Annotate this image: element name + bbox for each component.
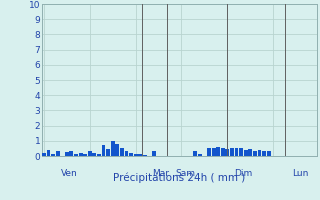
- Bar: [230, 148, 234, 156]
- Bar: [235, 148, 238, 156]
- Bar: [106, 149, 110, 156]
- Bar: [92, 153, 96, 156]
- Bar: [51, 154, 55, 156]
- Bar: [42, 153, 46, 156]
- Bar: [101, 145, 106, 156]
- Bar: [207, 148, 211, 156]
- Bar: [88, 151, 92, 156]
- X-axis label: Précipitations 24h ( mm ): Précipitations 24h ( mm ): [113, 173, 245, 183]
- Bar: [97, 154, 101, 156]
- Bar: [239, 148, 243, 156]
- Bar: [120, 148, 124, 156]
- Bar: [248, 149, 252, 156]
- Bar: [244, 150, 248, 156]
- Text: Mar: Mar: [152, 169, 169, 178]
- Bar: [124, 151, 128, 156]
- Bar: [216, 147, 220, 156]
- Bar: [212, 148, 216, 156]
- Text: Ven: Ven: [61, 169, 78, 178]
- Bar: [134, 154, 138, 156]
- Bar: [74, 154, 78, 156]
- Bar: [221, 148, 225, 156]
- Bar: [262, 151, 266, 156]
- Bar: [83, 154, 87, 156]
- Bar: [129, 153, 133, 156]
- Bar: [69, 151, 73, 156]
- Text: Sam: Sam: [175, 169, 195, 178]
- Bar: [143, 155, 147, 156]
- Bar: [225, 149, 229, 156]
- Bar: [253, 151, 257, 156]
- Bar: [198, 154, 202, 156]
- Text: Lun: Lun: [292, 169, 308, 178]
- Bar: [111, 141, 115, 156]
- Bar: [79, 153, 83, 156]
- Bar: [193, 151, 197, 156]
- Text: Dim: Dim: [234, 169, 252, 178]
- Bar: [152, 151, 156, 156]
- Bar: [267, 151, 271, 156]
- Bar: [115, 144, 119, 156]
- Bar: [258, 150, 261, 156]
- Bar: [65, 152, 69, 156]
- Bar: [56, 151, 60, 156]
- Bar: [46, 150, 51, 156]
- Bar: [138, 154, 142, 156]
